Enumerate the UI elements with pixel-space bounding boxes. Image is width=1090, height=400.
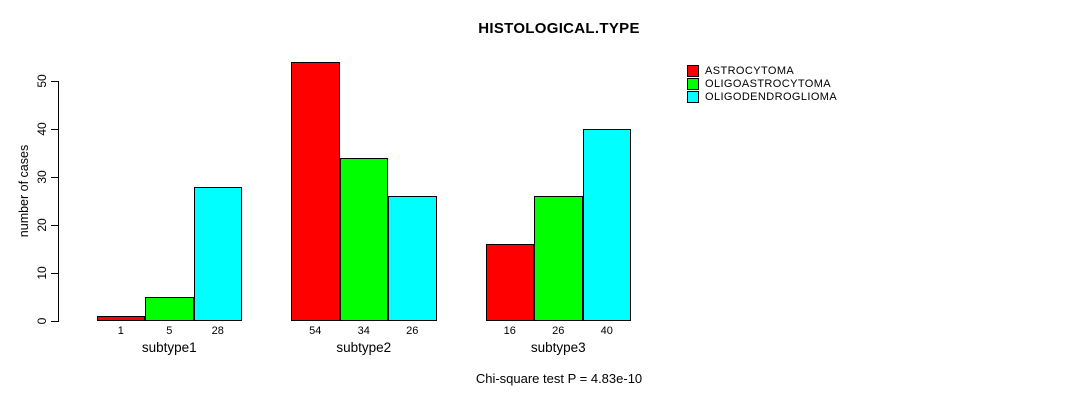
- legend-item-oligoastrocytoma: OLIGOASTROCYTOMA: [687, 77, 837, 90]
- x-axis-category-label: subtype1: [141, 340, 197, 355]
- bar-value-label: 54: [309, 325, 322, 337]
- bar-value-label: 26: [406, 325, 419, 337]
- x-axis-category-label: subtype2: [336, 340, 392, 355]
- bar-subtype2-oligodendroglioma: [388, 196, 437, 321]
- bar-subtype1-astrocytoma: [96, 316, 145, 321]
- legend-item-oligodendroglioma: OLIGODENDROGLIOMA: [687, 90, 837, 103]
- y-axis-tick: [51, 321, 59, 322]
- bar-subtype3-oligodendroglioma: [582, 129, 631, 321]
- y-axis-tick: [51, 177, 59, 178]
- bar-value-label: 5: [166, 325, 173, 337]
- bar-subtype3-oligoastrocytoma: [534, 196, 583, 321]
- bar-subtype1-oligodendroglioma: [193, 186, 242, 321]
- legend: ASTROCYTOMA OLIGOASTROCYTOMA OLIGODENDRO…: [687, 64, 837, 103]
- y-axis-tick-label: 20: [35, 218, 49, 232]
- bar-subtype3-astrocytoma: [485, 244, 534, 321]
- y-axis-tick-label: 10: [35, 266, 49, 280]
- chart-title: HISTOLOGICAL.TYPE: [478, 20, 640, 37]
- legend-swatch-astrocytoma: [687, 64, 699, 77]
- y-axis-tick: [51, 81, 59, 82]
- legend-label: OLIGOASTROCYTOMA: [705, 77, 831, 90]
- y-axis-tick-label: 30: [35, 170, 49, 184]
- legend-swatch-oligoastrocytoma: [687, 77, 699, 90]
- legend-label: OLIGODENDROGLIOMA: [705, 90, 838, 103]
- y-axis-tick: [51, 225, 59, 226]
- bar-value-label: 16: [503, 325, 516, 337]
- bar-subtype2-astrocytoma: [291, 61, 340, 321]
- x-axis-category-label: subtype3: [530, 340, 586, 355]
- bar-subtype1-oligoastrocytoma: [145, 297, 194, 321]
- bar-value-label: 1: [117, 325, 124, 337]
- bar-value-label: 26: [552, 325, 565, 337]
- chi-square-annotation: Chi-square test P = 4.83e-10: [475, 371, 643, 386]
- bar-value-label: 40: [600, 325, 613, 337]
- y-axis-tick-label: 0: [35, 317, 49, 325]
- y-axis-tick-label: 40: [35, 122, 49, 136]
- y-axis-tick: [51, 273, 59, 274]
- y-axis-tick: [51, 129, 59, 130]
- legend-swatch-oligodendroglioma: [687, 90, 699, 103]
- bar-subtype2-oligoastrocytoma: [339, 157, 388, 321]
- bar-value-label: 28: [211, 325, 224, 337]
- legend-label: ASTROCYTOMA: [705, 64, 795, 77]
- y-axis-line: [58, 81, 59, 321]
- bar-value-label: 34: [357, 325, 370, 337]
- legend-item-astrocytoma: ASTROCYTOMA: [687, 64, 837, 77]
- y-axis-tick-label: 50: [35, 74, 49, 88]
